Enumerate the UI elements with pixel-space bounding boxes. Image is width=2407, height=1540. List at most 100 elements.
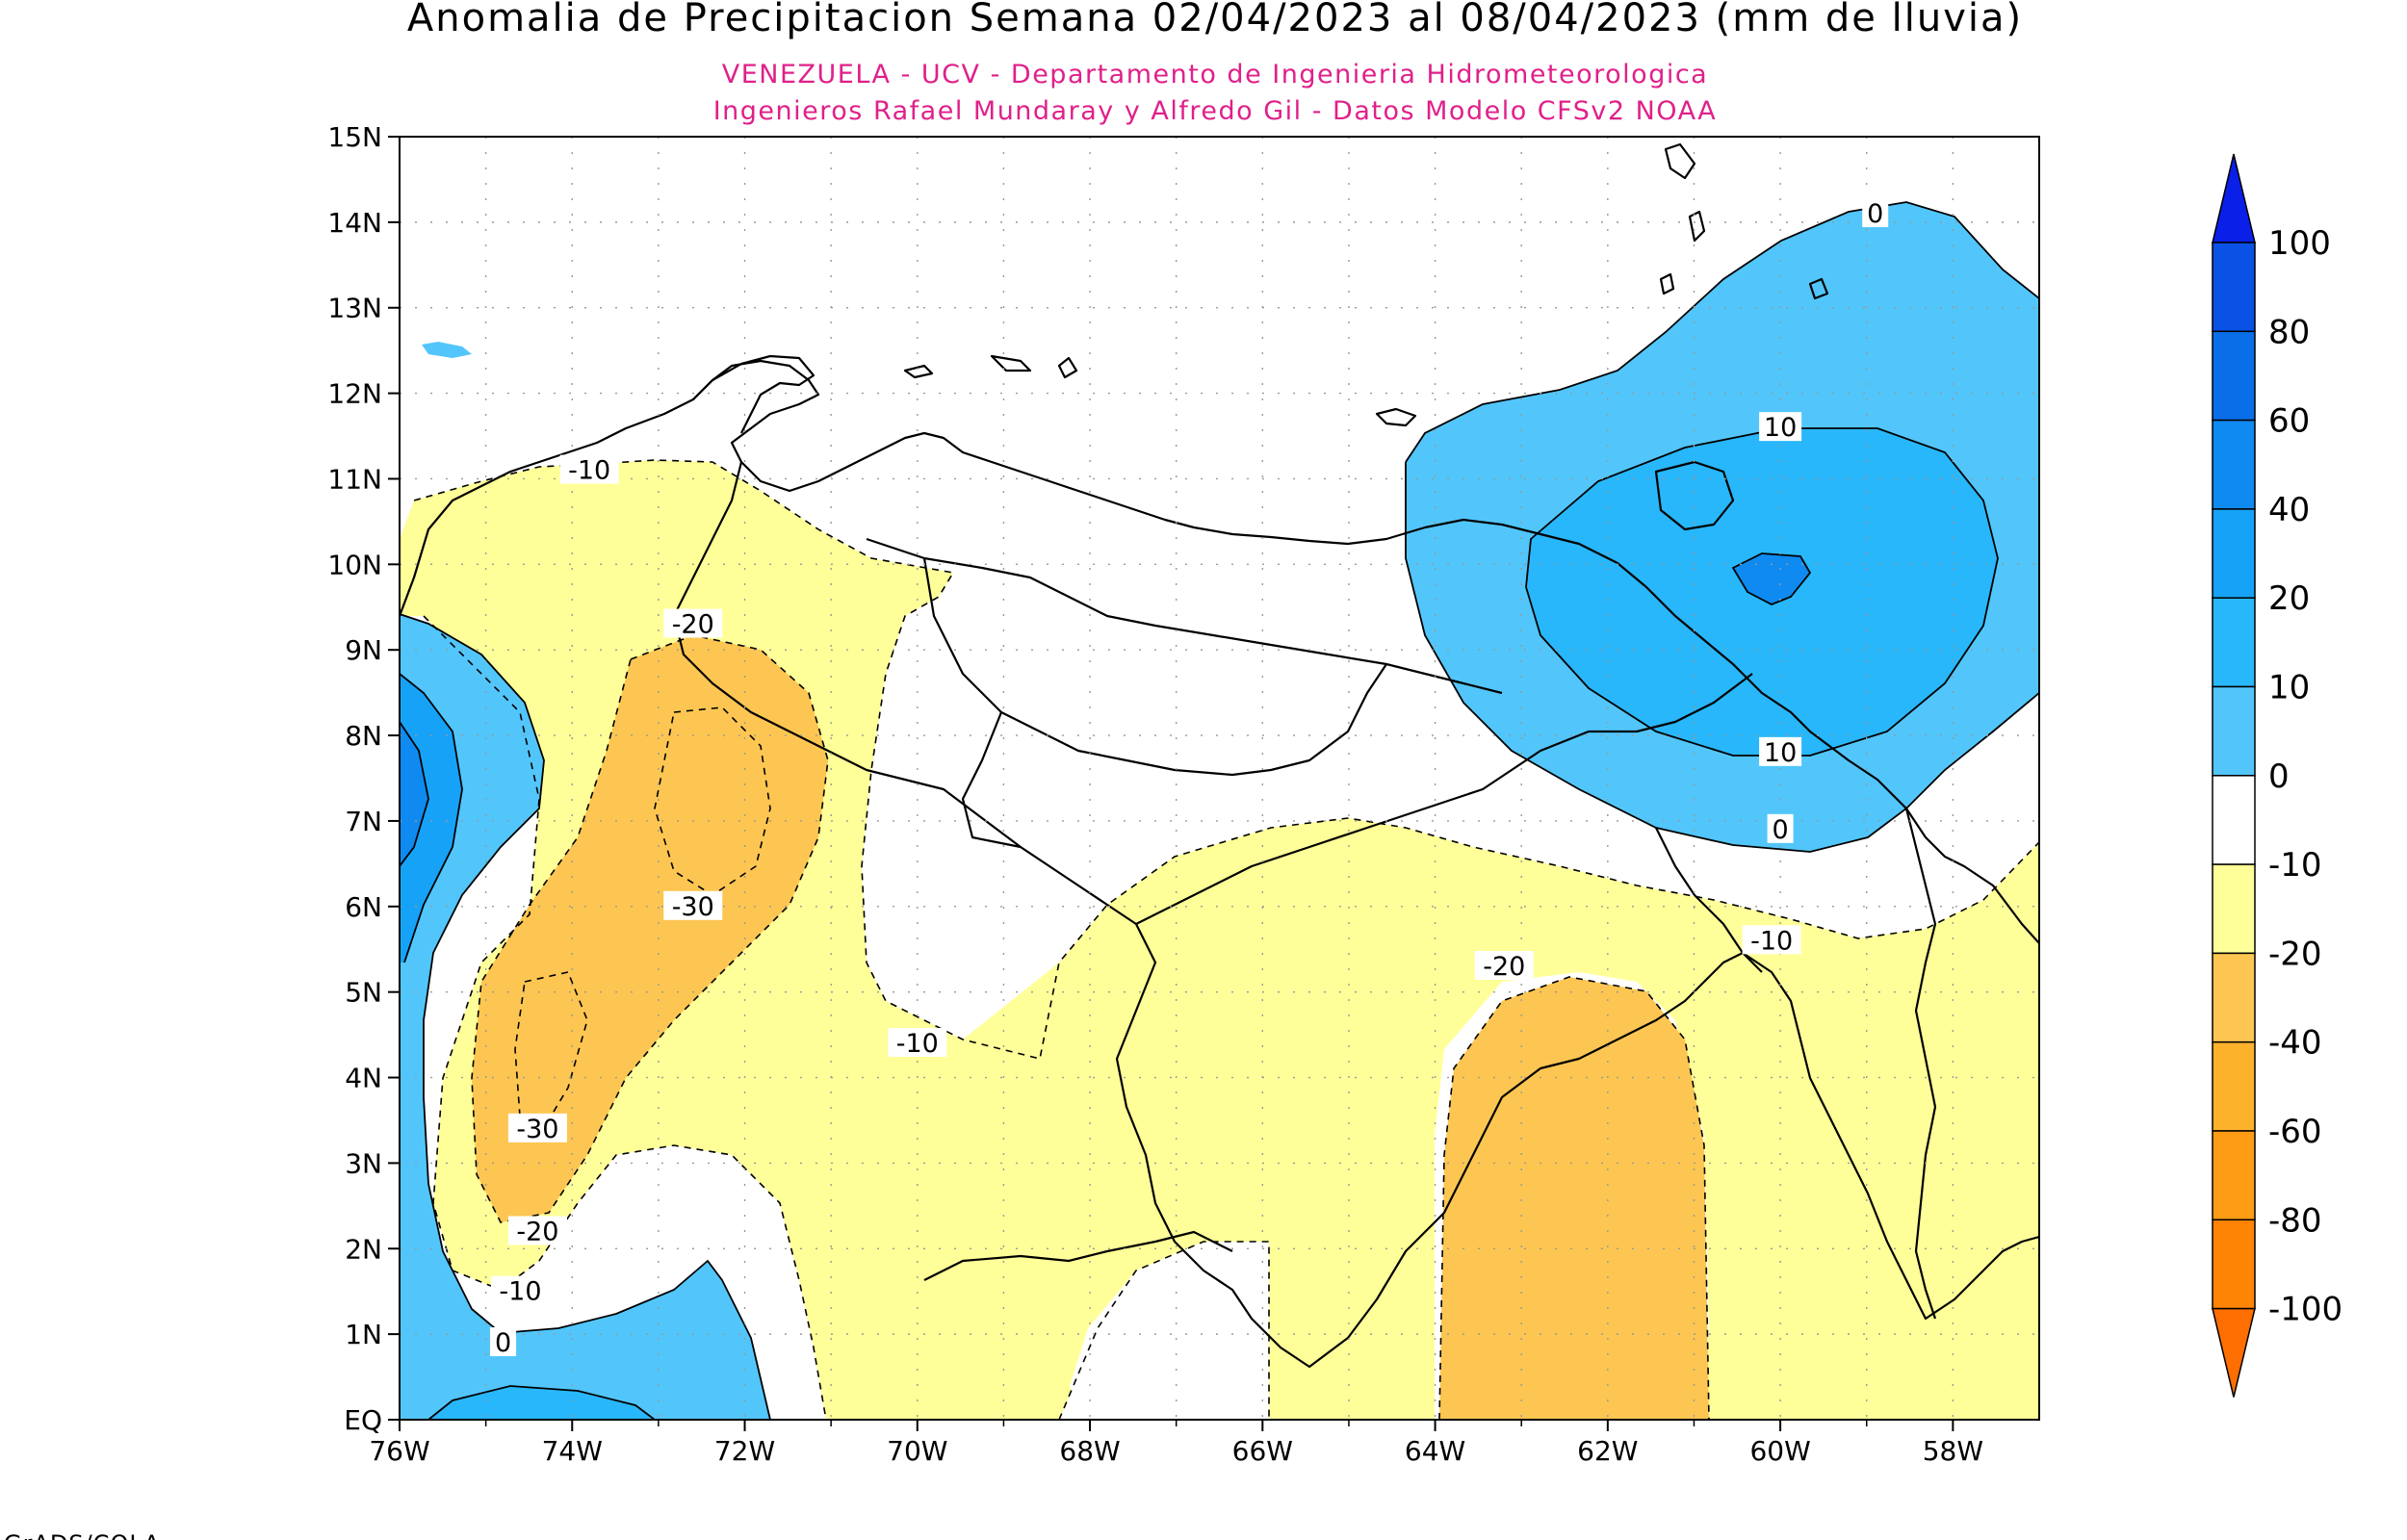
colorbar-segment — [2212, 685, 2256, 777]
contour-label: -30 — [672, 892, 714, 922]
blue-west-core[interactable] — [400, 722, 428, 866]
contour-label-bg — [559, 454, 619, 484]
venezuela-state-lines-2 — [922, 557, 1387, 777]
venezuela-state-lines-1 — [866, 537, 1503, 695]
coastlines-and-borders — [400, 142, 2039, 1369]
colorbar-segment — [2212, 1219, 2256, 1310]
x-tick-label: 74W — [542, 1435, 603, 1467]
colorbar-label: 40 — [2268, 491, 2310, 529]
map-title: Anomalia de Precipitacion Semana 02/04/2… — [407, 0, 2023, 40]
contour-label-bg — [507, 1216, 567, 1245]
orinoco-river — [1135, 673, 1753, 925]
white-south-gap — [1059, 1242, 1269, 1420]
y-tick-label: 3N — [345, 1147, 382, 1179]
blue-south-patch — [428, 1386, 655, 1420]
x-tick-label: 58W — [1923, 1435, 1983, 1467]
yellow-southeast-field — [826, 818, 2039, 1420]
orange-southeast-field[interactable] — [1439, 977, 1709, 1420]
contour-label: 0 — [1773, 815, 1789, 845]
colorbar-segment — [2212, 597, 2256, 688]
contour-label-bg — [1742, 925, 1801, 955]
contour-label: -10 — [896, 1029, 939, 1059]
y-tick-label: 11N — [327, 463, 382, 495]
contour-label: -10 — [1750, 926, 1793, 956]
x-tick-label: 72W — [714, 1435, 775, 1467]
longitude-axis: 76W 74W 72W 70W 68W 66W 64W 62W 60W 58W — [369, 1420, 1983, 1467]
contour-zero-west — [400, 613, 771, 1420]
y-tick-label: 6N — [345, 891, 382, 923]
contour-label: 10 — [1764, 738, 1797, 768]
latitude-axis: EQ 1N 2N 3N 4N 5N 6N 7N 8N 9N 10N 11N 12N 13N 14N 15N — [327, 121, 400, 1436]
contour-label-bg — [1862, 197, 1889, 227]
y-tick-label: 5N — [345, 977, 382, 1009]
blue-west-outer[interactable] — [400, 614, 770, 1420]
colorbar-segment — [2212, 952, 2256, 1043]
colorbar-label: 100 — [2268, 224, 2331, 263]
contour-label: -30 — [516, 1115, 558, 1144]
colorbar-segment — [2212, 775, 2256, 865]
colorbar-segment — [2212, 508, 2256, 599]
colorbar-segment — [2212, 863, 2256, 955]
contour-label-bg — [490, 1327, 517, 1357]
y-tick-label: 10N — [327, 549, 382, 580]
contour-minus30-b — [514, 971, 588, 1138]
colorbar-label: -20 — [2268, 935, 2322, 973]
colorbar-label: -60 — [2268, 1113, 2322, 1151]
contour-minus20-southeast — [1438, 976, 1710, 1420]
plot-frame — [399, 136, 2040, 1421]
contour-label-bg — [888, 1027, 947, 1057]
y-tick-label: 1N — [345, 1319, 382, 1350]
contour-label-bg — [1767, 813, 1794, 843]
y-tick-label: 12N — [327, 378, 382, 410]
x-tick-label: 62W — [1577, 1435, 1638, 1467]
y-tick-label: 14N — [327, 207, 382, 239]
y-tick-label: 2N — [345, 1233, 382, 1265]
contour-minus30-a — [654, 706, 771, 896]
contour-value-labels: 0 10 10 0 -10 -10 -20 -30 -10 -20 -30 -20 -10 0 — [490, 197, 1889, 1358]
contour-label: 10 — [1764, 413, 1797, 443]
contour-label: -10 — [499, 1277, 541, 1307]
contour-label: -10 — [568, 456, 610, 486]
lesser-antilles-2 — [1688, 210, 1706, 243]
contour-label-bg — [1759, 736, 1802, 766]
contour-core-east — [1731, 552, 1812, 605]
y-tick-label: 15N — [327, 121, 382, 153]
contour-label: 0 — [1867, 199, 1883, 229]
colorbar-label: -10 — [2268, 846, 2322, 885]
colorbar-segment — [2212, 1130, 2256, 1221]
colorbar-label: 20 — [2268, 579, 2310, 618]
contour-label-bg — [663, 890, 723, 920]
contour-west-inner-1 — [400, 673, 463, 963]
guyana-suriname-border — [1904, 808, 1937, 1320]
y-tick-label: 8N — [345, 720, 382, 752]
x-tick-label: 60W — [1749, 1435, 1810, 1467]
x-tick-label: 70W — [887, 1435, 947, 1467]
colorbar-label: 10 — [2268, 669, 2310, 707]
colombia-guajira — [692, 354, 815, 434]
contour-label: -20 — [516, 1217, 558, 1246]
x-tick-label: 68W — [1059, 1435, 1120, 1467]
venezuela-state-lines-3 — [961, 711, 1022, 849]
colorbar-bottom-arrow — [2212, 1307, 2256, 1398]
lesser-antilles-3 — [1659, 272, 1675, 295]
contour-zero-east — [1405, 201, 2039, 463]
colorbar-segment — [2212, 330, 2256, 422]
bonaire-island — [1057, 356, 1078, 379]
contour-minus10-south-gap — [1058, 1241, 1270, 1420]
curacao-island — [990, 354, 1032, 372]
trinidad-island — [1654, 460, 1735, 531]
shaded-anomaly-fields — [400, 202, 2039, 1420]
orange-west-field[interactable] — [472, 635, 828, 1222]
contour-minus10-north — [413, 459, 2039, 1060]
blue-east-core[interactable] — [1733, 553, 1810, 604]
colorbar-segment — [2212, 1040, 2256, 1132]
y-tick-label: 13N — [327, 293, 382, 324]
colorbar-segment — [2212, 419, 2256, 510]
margarita-island — [1375, 407, 1417, 427]
contour-label: -20 — [672, 610, 714, 640]
y-tick-label: 9N — [345, 634, 382, 666]
colorbar-top-arrow — [2212, 153, 2256, 244]
lesser-antilles-1 — [1664, 142, 1696, 180]
contour-label-bg — [663, 608, 723, 638]
